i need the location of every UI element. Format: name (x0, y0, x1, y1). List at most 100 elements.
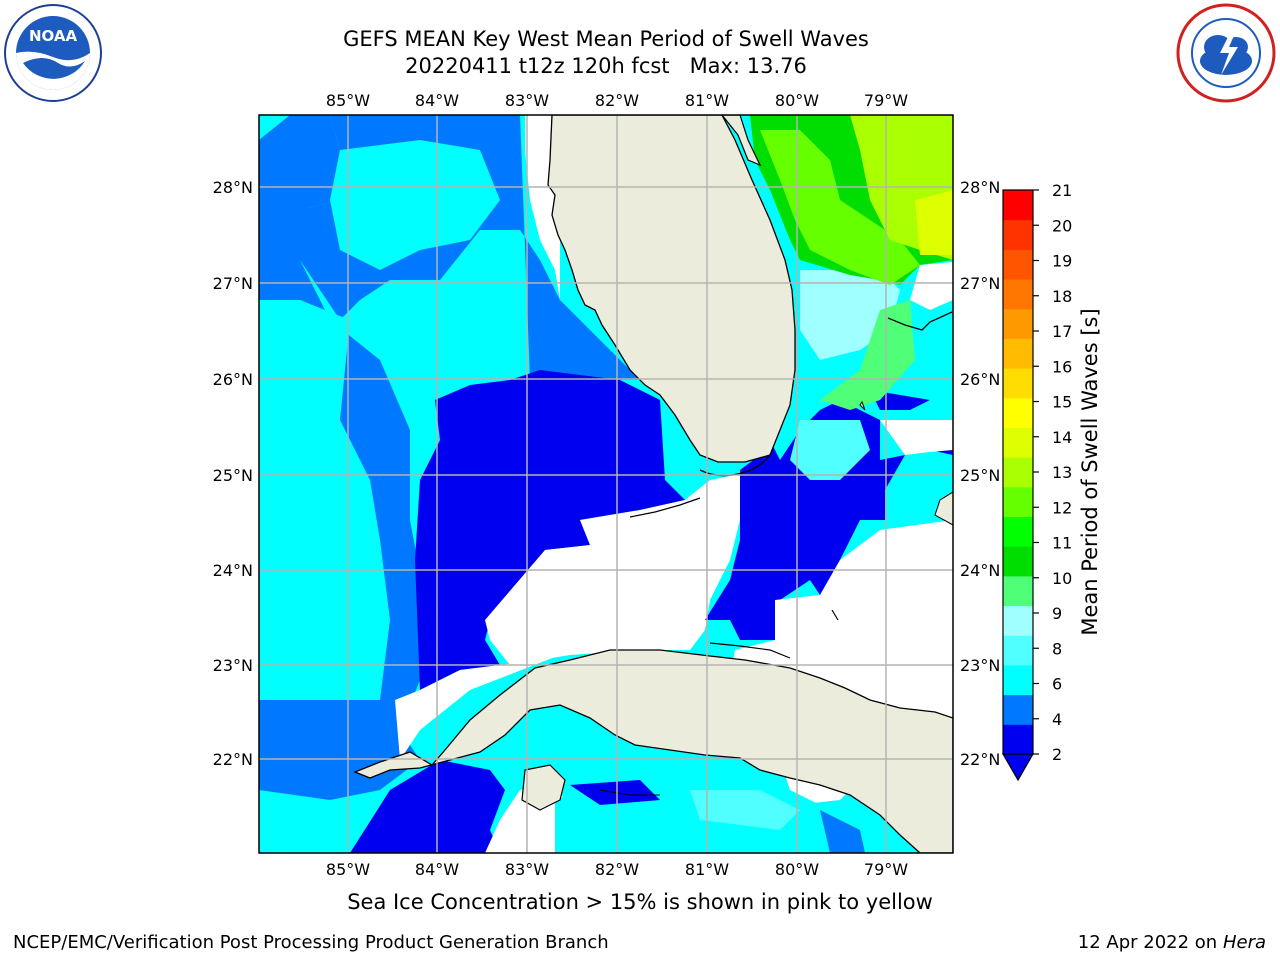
no-data-area (485, 470, 760, 665)
colorbar-segment (1003, 664, 1033, 696)
bahamas-coast (887, 311, 953, 331)
cuba-land (353, 649, 953, 853)
colorbar-tick-label: 2 (1052, 745, 1062, 764)
colorbar-tick-label: 8 (1052, 639, 1062, 658)
colorbar-tick-label: 10 (1052, 569, 1072, 588)
florida-coast-detail (721, 115, 762, 167)
florida-land (547, 115, 796, 463)
colorbar-segment (1003, 308, 1033, 339)
lat-tick-label: 28°N (213, 178, 253, 197)
colorbar-segment (1003, 694, 1033, 725)
swell-band-2-4 (820, 810, 865, 853)
swell-band-4-6 (259, 420, 390, 700)
lat-tick-label: 24°N (960, 561, 1000, 580)
colorbar-segment (1003, 397, 1033, 428)
colorbar-tick-label: 17 (1052, 322, 1072, 341)
lon-tick-label: 83°W (505, 91, 549, 110)
swell-band-lt2 (350, 760, 505, 853)
florida-keys (699, 454, 771, 477)
colorbar-segment (1003, 635, 1033, 666)
lat-tick-label: 24°N (213, 561, 253, 580)
lat-tick-label: 26°N (213, 370, 253, 389)
lat-tick-label: 22°N (213, 750, 253, 769)
lat-tick-label: 23°N (960, 656, 1000, 675)
colorbar-segment (1003, 427, 1033, 458)
colorbar-segment (1003, 546, 1033, 577)
colorbar-segment (1003, 575, 1033, 607)
colorbar-segment (1003, 338, 1033, 369)
map-subtitle: 20220411 t12z 120h fcst Max: 13.76 (405, 54, 807, 78)
colorbar-tick-label: 19 (1052, 252, 1072, 271)
lon-tick-label: 85°W (326, 91, 370, 110)
no-data-area (395, 655, 560, 760)
lon-tick-label: 80°W (775, 91, 819, 110)
run-date-credit: 12 Apr 2022 on Hera (1078, 932, 1266, 953)
colorbar-tick-label: 13 (1052, 463, 1072, 482)
lon-tick-label: 84°W (415, 91, 459, 110)
lon-tick-label: 79°W (864, 91, 908, 110)
colorbar-segment (1003, 368, 1033, 399)
lon-tick-label: 82°W (595, 860, 639, 879)
colorbar-tick-label: 20 (1052, 216, 1072, 235)
colorbar-tick-label: 21 (1052, 181, 1072, 200)
colorbar-segment (1003, 724, 1033, 755)
lat-tick-label: 25°N (960, 466, 1000, 485)
colorbar-segment (1003, 457, 1033, 488)
lat-tick-label: 26°N (960, 370, 1000, 389)
run-date: 12 Apr 2022 on (1077, 932, 1223, 953)
colorbar-segment (1003, 605, 1033, 636)
nws-logo (1176, 3, 1276, 103)
swell-band-12-13 (760, 130, 920, 285)
colorbar-tick-label: 6 (1052, 675, 1062, 694)
bahamas-island (859, 400, 866, 411)
colorbar: 21 20 19 18 17 16 15 14 13 12 11 10 9 8 6 4 2 (1001, 181, 1072, 782)
no-data-area (910, 262, 953, 310)
cuba-cays (709, 642, 791, 659)
swell-band-6-8 (690, 790, 800, 830)
swell-band-2-4 (259, 140, 310, 270)
colorbar-segment (1003, 486, 1033, 518)
colorbar-tick-label: 18 (1052, 287, 1072, 306)
map-gridlines (259, 115, 953, 853)
cuba-cays (599, 789, 660, 796)
colorbar-tick-label: 12 (1052, 498, 1072, 517)
colorbar-tick-label: 9 (1052, 604, 1062, 623)
lat-tick-label: 27°N (960, 274, 1000, 293)
lat-tick-label: 27°N (213, 274, 253, 293)
machine-name: Hera (1222, 932, 1266, 953)
lon-tick-label: 82°W (595, 91, 639, 110)
colorbar-tick-label: 11 (1052, 534, 1072, 553)
isle-of-youth (521, 764, 566, 811)
colorbar-tick-label: 4 (1052, 710, 1062, 729)
map-frame (258, 114, 954, 854)
lat-tick-label: 28°N (960, 178, 1000, 197)
colorbar-segment (1003, 190, 1033, 221)
colorbar-extend-min (1001, 753, 1035, 782)
colorbar-tick-label: 16 (1052, 357, 1072, 376)
colorbar-tick-label: 15 (1052, 393, 1072, 412)
swell-band-9-10 (820, 300, 915, 410)
colorbar-label: Mean Period of Swell Waves [s] (1078, 308, 1102, 635)
swell-band-6-8 (790, 420, 870, 480)
lon-tick-label: 83°W (505, 860, 549, 879)
florida-keys (629, 497, 701, 518)
lat-tick-label: 23°N (213, 656, 253, 675)
map-title: GEFS MEAN Key West Mean Period of Swell … (343, 27, 869, 51)
lon-tick-label: 80°W (775, 860, 819, 879)
sea-ice-note: Sea Ice Concentration > 15% is shown in … (347, 890, 933, 914)
svg-text:NOAA: NOAA (29, 27, 78, 45)
lon-tick-label: 79°W (864, 860, 908, 879)
lat-tick-label: 25°N (213, 466, 253, 485)
lon-tick-label: 85°W (326, 860, 370, 879)
swell-band-4-6 (330, 140, 500, 270)
lon-tick-label: 81°W (685, 860, 729, 879)
no-data-area (880, 420, 953, 455)
lon-tick-label: 84°W (415, 860, 459, 879)
noaa-logo: NOAA (4, 4, 102, 102)
lon-tick-label: 81°W (685, 91, 729, 110)
colorbar-segment (1003, 279, 1033, 310)
producer-credit: NCEP/EMC/Verification Post Processing Pr… (13, 932, 609, 953)
colorbar-segment (1003, 516, 1033, 547)
swell-band-4-6 (259, 300, 350, 440)
